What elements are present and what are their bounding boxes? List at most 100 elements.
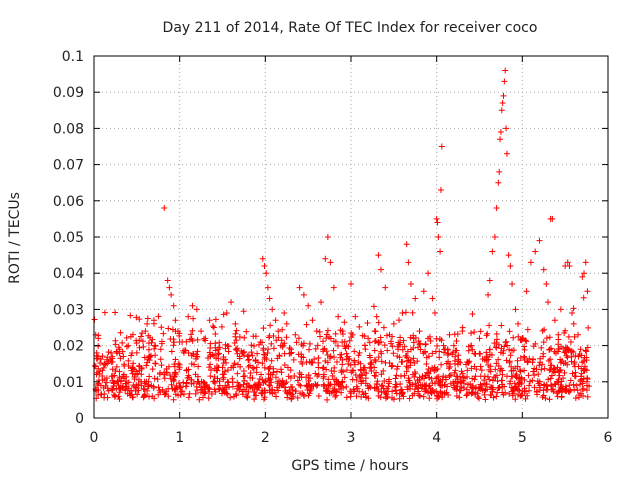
dense-marker bbox=[186, 390, 193, 397]
dense-marker bbox=[151, 342, 158, 349]
dense-marker bbox=[545, 376, 552, 383]
dense-marker bbox=[380, 367, 387, 374]
dense-marker bbox=[396, 317, 403, 324]
dense-marker bbox=[131, 376, 138, 383]
dense-marker bbox=[296, 373, 303, 380]
dense-marker bbox=[134, 370, 141, 377]
dense-marker bbox=[412, 370, 419, 377]
dense-marker bbox=[101, 309, 108, 316]
dense-marker bbox=[123, 334, 130, 341]
dense-marker bbox=[425, 383, 432, 390]
data-point bbox=[545, 299, 552, 306]
dense-marker bbox=[557, 356, 564, 363]
data-point bbox=[185, 313, 192, 320]
dense-marker bbox=[428, 375, 435, 382]
data-point bbox=[515, 320, 522, 327]
dense-marker bbox=[240, 381, 247, 388]
data-point bbox=[512, 306, 519, 313]
dense-marker bbox=[171, 363, 178, 370]
dense-marker bbox=[471, 363, 478, 370]
dense-marker bbox=[494, 378, 501, 385]
dense-marker bbox=[212, 340, 219, 347]
dense-marker bbox=[183, 379, 190, 386]
dense-marker bbox=[278, 337, 285, 344]
chart-title: Day 211 of 2014, Rate Of TEC Index for r… bbox=[163, 20, 538, 36]
dense-marker bbox=[167, 335, 174, 342]
dense-marker bbox=[337, 354, 344, 361]
data-point bbox=[502, 67, 509, 74]
dense-marker bbox=[546, 334, 553, 341]
dense-marker bbox=[561, 349, 568, 356]
dense-marker bbox=[188, 376, 195, 383]
data-point bbox=[485, 291, 492, 298]
data-point bbox=[283, 320, 290, 327]
dense-marker bbox=[432, 348, 439, 355]
dense-marker bbox=[417, 340, 424, 347]
dense-marker bbox=[399, 358, 406, 365]
dense-marker bbox=[275, 334, 282, 341]
data-point bbox=[501, 78, 508, 85]
dense-marker bbox=[409, 309, 416, 316]
dense-marker bbox=[486, 322, 493, 329]
dense-marker bbox=[149, 393, 156, 400]
dense-marker bbox=[540, 350, 547, 357]
dense-marker bbox=[158, 362, 165, 369]
dense-marker bbox=[389, 343, 396, 350]
dense-marker bbox=[197, 389, 204, 396]
dense-marker bbox=[580, 392, 587, 399]
dense-marker bbox=[572, 369, 579, 376]
dense-marker bbox=[517, 368, 524, 375]
dense-marker bbox=[190, 380, 197, 387]
dense-marker bbox=[458, 378, 465, 385]
dense-marker bbox=[468, 330, 475, 337]
dense-marker bbox=[503, 357, 510, 364]
dense-marker bbox=[270, 333, 277, 340]
dense-marker bbox=[193, 383, 200, 390]
dense-marker bbox=[143, 362, 150, 369]
dense-marker bbox=[158, 324, 165, 331]
dense-marker bbox=[263, 356, 270, 363]
dense-marker bbox=[517, 393, 524, 400]
dense-marker bbox=[226, 384, 233, 391]
dense-marker bbox=[339, 331, 346, 338]
dense-marker bbox=[150, 384, 157, 391]
dense-marker bbox=[173, 382, 180, 389]
dense-marker bbox=[116, 385, 123, 392]
dense-marker bbox=[244, 393, 251, 400]
dense-marker bbox=[375, 386, 382, 393]
data-point bbox=[352, 313, 359, 320]
y-tick-label: 0.01 bbox=[53, 375, 84, 391]
dense-marker bbox=[347, 361, 354, 368]
dense-marker bbox=[138, 330, 145, 337]
dense-marker bbox=[140, 393, 147, 400]
dense-marker bbox=[540, 339, 547, 346]
data-point bbox=[112, 367, 119, 374]
dense-marker bbox=[351, 348, 358, 355]
dense-marker bbox=[392, 387, 399, 394]
dense-marker bbox=[286, 350, 293, 357]
dense-marker bbox=[324, 359, 331, 366]
dense-marker bbox=[266, 334, 273, 341]
dense-marker bbox=[371, 356, 378, 363]
dense-marker bbox=[410, 355, 417, 362]
dense-marker bbox=[550, 366, 557, 373]
dense-marker bbox=[320, 373, 327, 380]
dense-marker bbox=[144, 387, 151, 394]
data-point bbox=[437, 186, 444, 193]
dense-marker bbox=[410, 345, 417, 352]
dense-marker bbox=[352, 372, 359, 379]
dense-marker bbox=[571, 386, 578, 393]
dense-marker bbox=[229, 379, 236, 386]
dense-marker bbox=[188, 335, 195, 342]
data-point bbox=[437, 248, 444, 255]
dense-marker bbox=[499, 389, 506, 396]
dense-marker bbox=[320, 364, 327, 371]
y-tick-label: 0.06 bbox=[53, 194, 84, 210]
dense-marker bbox=[468, 365, 475, 372]
dense-marker bbox=[322, 357, 329, 364]
dense-marker bbox=[396, 354, 403, 361]
dense-marker bbox=[426, 333, 433, 340]
dense-marker bbox=[145, 346, 152, 353]
dense-marker bbox=[379, 382, 386, 389]
